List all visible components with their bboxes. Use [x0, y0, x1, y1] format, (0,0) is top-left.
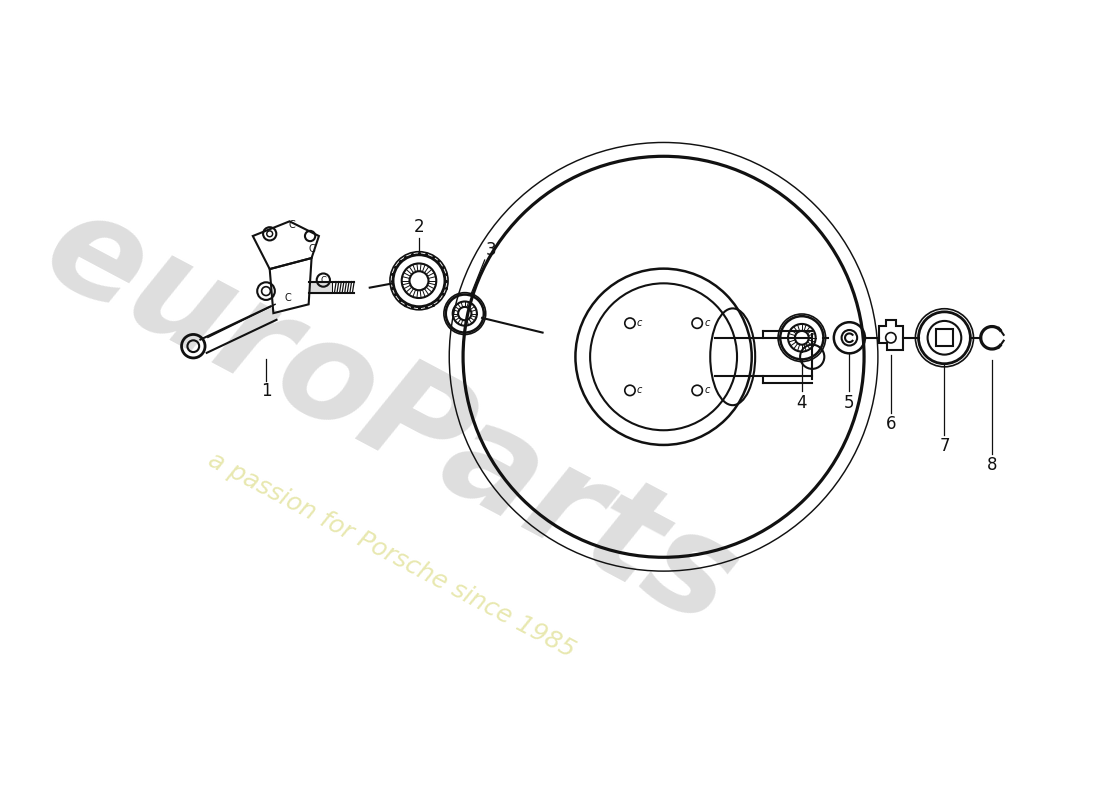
Text: 6: 6 [886, 415, 896, 433]
Text: C: C [308, 243, 315, 254]
Text: C: C [285, 294, 292, 303]
Text: c: c [704, 386, 710, 395]
Text: euroParts: euroParts [23, 179, 759, 655]
Text: 2: 2 [414, 218, 425, 236]
Text: C: C [320, 275, 327, 285]
Text: 5: 5 [844, 394, 855, 411]
Text: C: C [288, 220, 295, 230]
Text: 4: 4 [796, 394, 807, 411]
Polygon shape [309, 282, 332, 294]
Text: a passion for Porsche since 1985: a passion for Porsche since 1985 [204, 448, 579, 663]
Text: c: c [704, 318, 710, 328]
Text: c: c [637, 386, 642, 395]
Text: 1: 1 [261, 382, 272, 400]
Text: 7: 7 [939, 437, 949, 455]
Text: 8: 8 [987, 456, 998, 474]
Text: 3: 3 [485, 241, 496, 258]
Text: c: c [637, 318, 642, 328]
